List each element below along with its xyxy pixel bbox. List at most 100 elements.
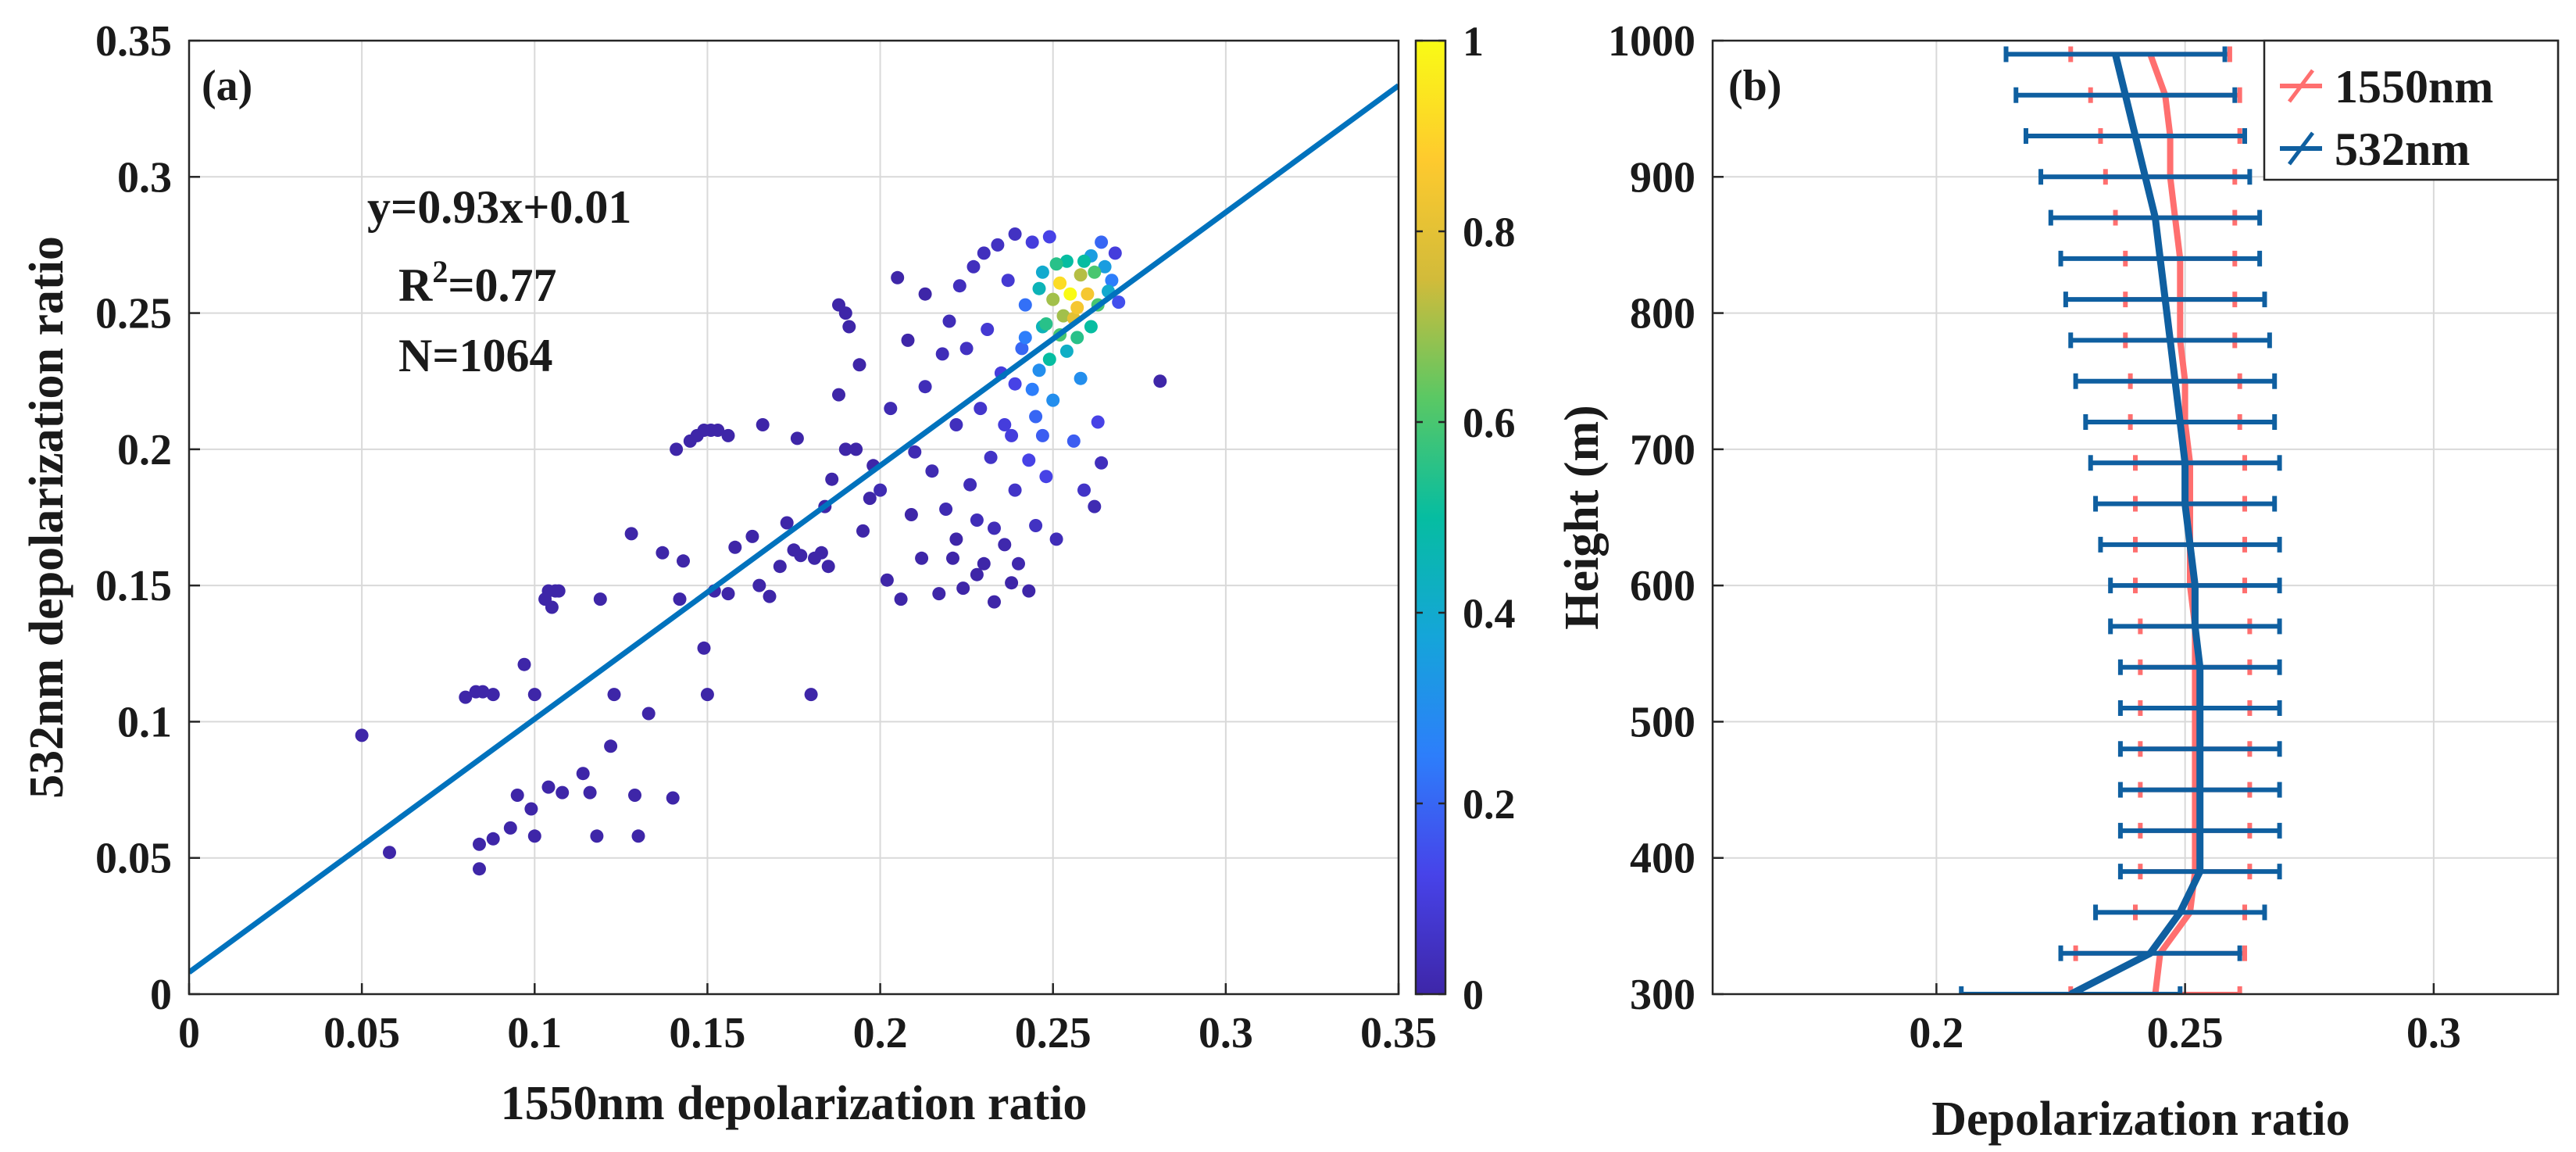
- scatter-point: [1091, 415, 1105, 429]
- legend-item-532nm: 532nm: [2280, 123, 2470, 175]
- scatter-point: [804, 688, 818, 702]
- scatter-point: [981, 323, 995, 336]
- scatter-point: [677, 554, 690, 568]
- scatter-point: [918, 287, 932, 301]
- x-tick-label: 0.2: [1909, 1009, 1963, 1057]
- scatter-point: [1088, 499, 1102, 513]
- colorbar-tick-label: 0.2: [1463, 781, 1516, 828]
- scatter-point: [1070, 301, 1084, 315]
- scatter-point: [825, 472, 839, 486]
- y-tick-label: 0.3: [117, 153, 172, 202]
- scatter-point: [773, 560, 787, 574]
- scatter-point: [1022, 584, 1036, 598]
- legend-label: 532nm: [2335, 123, 2470, 175]
- x-tick-label: 0.3: [1199, 1009, 1253, 1057]
- x-tick-label: 0.25: [2147, 1009, 2224, 1057]
- scatter-point: [1059, 254, 1074, 268]
- scatter-point: [891, 270, 905, 284]
- scatter-point: [1049, 257, 1063, 271]
- scatter-point: [901, 333, 915, 347]
- series-532nm: [1959, 46, 2282, 994]
- scatter-point: [1074, 268, 1088, 282]
- panel-a-y-tick-labels: 0 0.05 0.1 0.15 0.2 0.25 0.3 0.35: [95, 17, 172, 1019]
- scatter-point: [1081, 287, 1095, 301]
- scatter-point: [959, 342, 974, 356]
- scatter-point: [849, 442, 863, 456]
- scatter-point: [1032, 281, 1046, 295]
- scatter-point: [1046, 292, 1060, 306]
- colorbar-tick-label: 0: [1463, 971, 1484, 1018]
- scatter-point: [1077, 483, 1091, 497]
- scatter-point: [880, 573, 894, 587]
- y-tick-label: 1000: [1608, 17, 1695, 66]
- x-tick-label: 0.1: [507, 1009, 562, 1057]
- scatter-point: [1039, 317, 1053, 331]
- scatter-point: [721, 587, 735, 601]
- scatter-point: [1035, 428, 1049, 442]
- scatter-point: [576, 767, 590, 781]
- scatter-point: [700, 688, 714, 702]
- r-squared-value: =0.77: [448, 259, 556, 311]
- y-tick-label: 400: [1630, 835, 1695, 883]
- scatter-point: [593, 592, 607, 606]
- legend-items: 1550nm 532nm: [2280, 61, 2493, 175]
- scatter-point: [1049, 532, 1063, 546]
- scatter-point: [545, 600, 559, 614]
- scatter-point: [939, 503, 953, 516]
- scatter-point: [966, 259, 981, 274]
- scatter-point: [821, 560, 835, 574]
- scatter-point: [856, 524, 870, 538]
- scatter-point: [946, 551, 959, 565]
- y-tick-label: 0.35: [95, 17, 172, 66]
- legend-swatch-errorbar: [2288, 69, 2314, 103]
- scatter-point: [383, 846, 396, 860]
- scatter-point: [527, 688, 541, 702]
- x-tick-label: 0.25: [1015, 1009, 1091, 1057]
- panel-a-plot-area: [189, 41, 1399, 994]
- scatter-point: [918, 380, 932, 394]
- scatter-point: [998, 538, 1012, 552]
- scatter-point: [552, 584, 566, 598]
- scatter-point: [915, 551, 929, 565]
- scatter-point: [721, 428, 735, 442]
- scatter-point: [838, 306, 852, 320]
- scatter-point: [963, 478, 977, 492]
- scatter-point: [1005, 576, 1019, 590]
- error-bar-532nm: [1959, 986, 2183, 994]
- scatter-point: [459, 690, 473, 704]
- colorbar-tick-label: 0.8: [1463, 209, 1516, 256]
- colorbar-ticks: 0 0.2 0.4 0.6 0.8 1: [1416, 18, 1516, 1018]
- scatter-point: [1108, 246, 1122, 260]
- scatter-point: [624, 527, 638, 541]
- scatter-point: [977, 556, 991, 571]
- r-squared: R2=0.77: [398, 254, 557, 311]
- panel-a-x-tick-labels: 0 0.05 0.1 0.15 0.2 0.25 0.3 0.35: [178, 1009, 1437, 1057]
- scatter-point: [1153, 374, 1167, 388]
- scatter-point: [673, 592, 687, 606]
- scatter-point: [1022, 453, 1036, 467]
- panel-b-series: [1959, 46, 2282, 994]
- panel-b-y-axis-label: Height (m): [1556, 405, 1609, 630]
- y-tick-label: 0.15: [95, 562, 172, 610]
- scatter-point: [697, 641, 711, 655]
- x-tick-label: 0.05: [323, 1009, 400, 1057]
- panel-b-axes-box: [1711, 39, 2560, 996]
- x-tick-label: 0.2: [853, 1009, 908, 1057]
- scatter-point: [852, 358, 866, 372]
- scatter-point: [842, 320, 856, 334]
- colorbar-tick-label: 0.4: [1463, 590, 1516, 637]
- y-tick-label: 300: [1630, 971, 1695, 1019]
- scatter-point: [1035, 265, 1049, 279]
- scatter-point: [1001, 274, 1015, 288]
- scatter-point: [541, 780, 556, 794]
- scatter-point: [728, 540, 742, 554]
- x-tick-label: 0.15: [669, 1009, 745, 1057]
- scatter-point: [970, 513, 984, 527]
- scatter-point: [832, 388, 845, 402]
- scatter-point: [473, 837, 486, 851]
- series-line-532nm: [2069, 53, 2204, 994]
- scatter-point: [932, 587, 946, 601]
- scatter-point: [1018, 298, 1032, 312]
- scatter-point: [1042, 230, 1056, 244]
